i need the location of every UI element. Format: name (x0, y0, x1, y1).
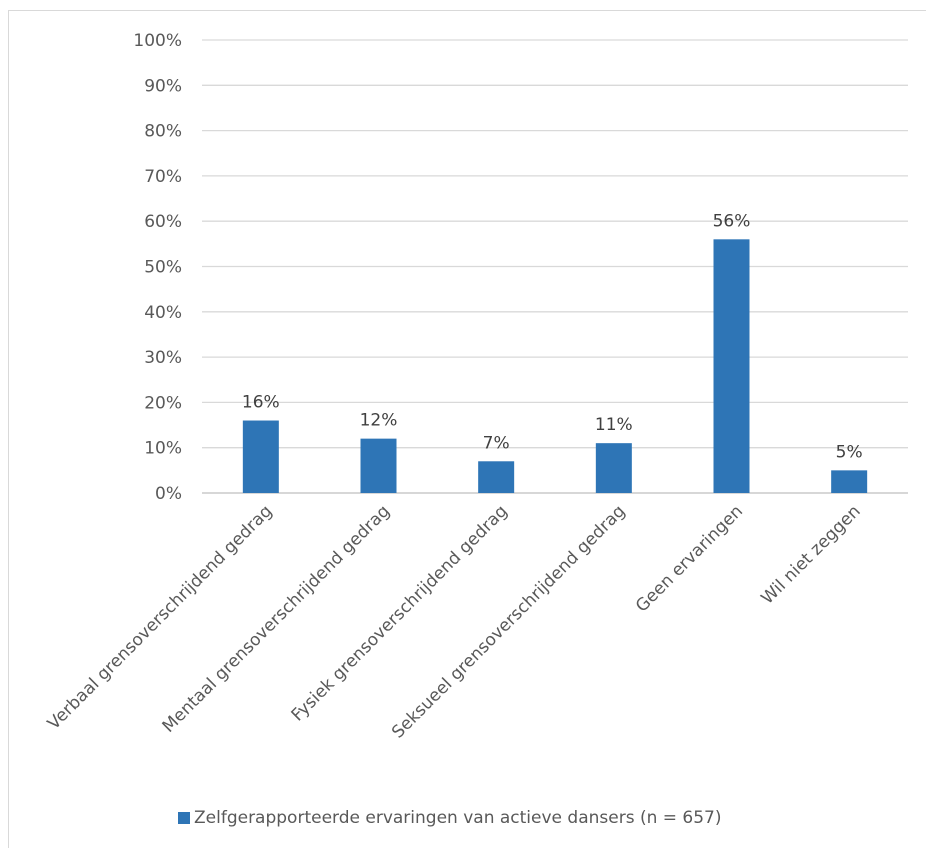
bar (242, 420, 279, 493)
bar (831, 470, 868, 493)
bar (478, 461, 515, 493)
legend-label: Zelfgerapporteerde ervaringen van actiev… (194, 808, 722, 828)
data-label: 12% (360, 411, 398, 431)
gridlines (202, 39, 908, 494)
x-tick-label: Wil niet zeggen (758, 501, 865, 608)
bar-chart: 0% 10% 20% 30% 40% 50% 60% 70% 80% 90% 100% 16% 12%… (44, 31, 908, 743)
bar (360, 438, 397, 493)
data-label: 11% (595, 415, 633, 435)
bars (242, 239, 868, 493)
data-label: 5% (836, 442, 863, 462)
y-tick-label: 10% (144, 439, 182, 459)
y-tick-label: 20% (144, 393, 182, 413)
x-tick-label: Seksueel grensoverschrijdend gedrag (388, 501, 629, 742)
bar (595, 443, 632, 493)
bar (713, 239, 750, 493)
x-tick-label: Mentaal grensoverschrijdend gedrag (159, 501, 394, 736)
y-tick-label: 30% (144, 348, 182, 368)
y-tick-label: 60% (144, 212, 182, 232)
y-tick-label: 40% (144, 303, 182, 323)
data-label: 56% (713, 211, 751, 231)
chart-frame (8, 10, 926, 848)
data-label: 7% (483, 433, 510, 453)
y-tick-label: 0% (155, 484, 182, 504)
x-tick-label: Fysiek grensoverschrijdend gedrag (288, 501, 512, 725)
y-axis-tick-labels: 0% 10% 20% 30% 40% 50% 60% 70% 80% 90% 100% (133, 31, 182, 504)
legend: Zelfgerapporteerde ervaringen van actiev… (178, 808, 722, 828)
y-tick-label: 50% (144, 258, 182, 278)
x-tick-label: Geen ervaringen (632, 501, 747, 616)
data-label: 16% (242, 393, 280, 413)
y-tick-label: 80% (144, 122, 182, 142)
y-tick-label: 90% (144, 76, 182, 96)
legend-swatch (178, 812, 190, 824)
x-axis-tick-labels: Verbaal grensoverschrijdend gedragMentaa… (44, 501, 865, 742)
data-labels: 16% 12% 7% 11% 56% 5% (242, 211, 863, 462)
y-tick-label: 100% (133, 31, 182, 51)
x-tick-label: Verbaal grensoverschrijdend gedrag (44, 501, 276, 733)
y-tick-label: 70% (144, 167, 182, 187)
